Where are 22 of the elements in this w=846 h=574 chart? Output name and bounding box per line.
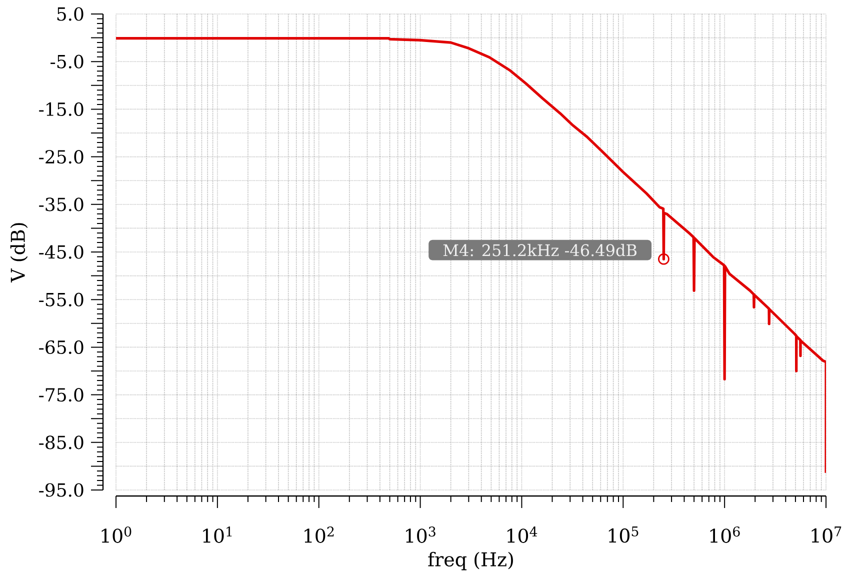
y-tick-label: -85.0: [39, 436, 84, 450]
y-tick-label: -5.0: [50, 54, 84, 68]
y-tick-label: -75.0: [39, 388, 84, 402]
y-tick-label: -55.0: [39, 292, 84, 306]
x-tick-label: 10$^{4}$: [507, 526, 538, 543]
y-tick-label: -25.0: [39, 150, 84, 164]
x-tick-label: 10$^{6}$: [710, 526, 740, 543]
x-tick-label: 10$^{2}$: [304, 526, 334, 543]
y-tick-label: -65.0: [39, 340, 84, 354]
y-tick-label: -15.0: [39, 102, 84, 116]
x-tick-label: 10$^{7}$: [812, 526, 842, 543]
y-tick-label: -35.0: [39, 198, 84, 212]
y-tick-label: -95.0: [39, 483, 84, 497]
x-tick-label: 10$^{5}$: [608, 526, 638, 543]
annotation: M4: 251.2kHz -46.49dB: [443, 244, 636, 256]
y-axis-title: V (dB): [10, 223, 28, 283]
y-tick-label: 5.0: [57, 7, 84, 21]
x-tick-label: 10$^{0}$: [102, 526, 132, 543]
x-tick-label: 10$^{3}$: [406, 526, 436, 543]
x-tick-label: 10$^{1}$: [203, 526, 232, 543]
y-tick-label: -45.0: [39, 245, 84, 259]
x-axis-title: freq (Hz): [428, 552, 513, 570]
